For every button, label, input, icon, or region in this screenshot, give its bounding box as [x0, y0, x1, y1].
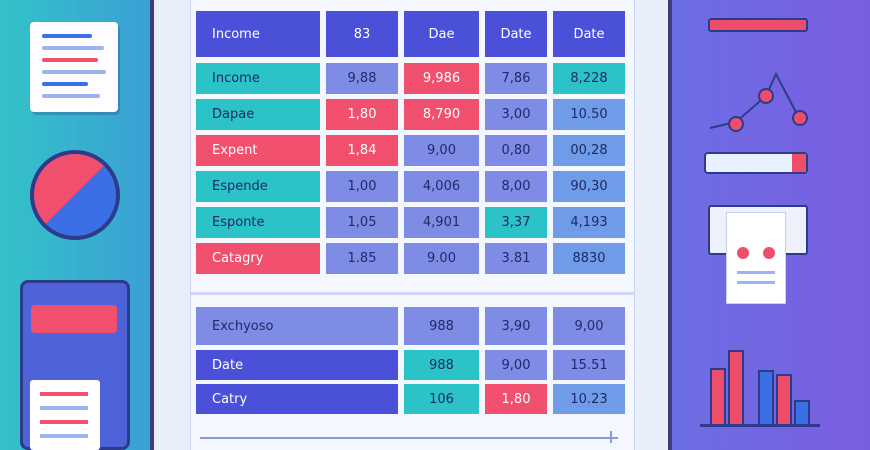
table-row-label[interactable]: Expent: [196, 135, 320, 166]
table-cell[interactable]: 4,193: [553, 207, 625, 238]
header-cell: Date: [485, 11, 547, 57]
table-cell[interactable]: 988: [404, 307, 479, 345]
table-cell[interactable]: 00,28: [553, 135, 625, 166]
table-cell[interactable]: 8830: [553, 243, 625, 274]
table-cell[interactable]: 1,80: [326, 99, 398, 130]
table-cell[interactable]: 1,00: [326, 171, 398, 202]
table-cell[interactable]: 1,84: [326, 135, 398, 166]
pencil-icon: [708, 18, 808, 32]
table-cell[interactable]: 9,00: [485, 350, 547, 380]
pie-chart-icon: [30, 150, 120, 240]
table-cell[interactable]: 8,228: [553, 63, 625, 94]
scroll-track[interactable]: [200, 437, 618, 439]
progress-bar-icon: [704, 152, 808, 174]
header-cell: Date: [553, 11, 625, 57]
checklist-note-icon: [30, 22, 118, 112]
table-row-label[interactable]: Income: [196, 63, 320, 94]
table-cell[interactable]: 3,00: [485, 99, 547, 130]
table-cell[interactable]: 3.81: [485, 243, 547, 274]
table-cell[interactable]: 9,00: [553, 307, 625, 345]
section-divider: [190, 292, 635, 295]
table-row-label[interactable]: Esponte: [196, 207, 320, 238]
table-row-label[interactable]: Catagry: [196, 243, 320, 274]
scroll-thumb[interactable]: [610, 431, 612, 443]
table-cell[interactable]: 3,37: [485, 207, 547, 238]
table-cell[interactable]: 9,88: [326, 63, 398, 94]
header-cell: 83: [326, 11, 398, 57]
table-cell[interactable]: 988: [404, 350, 479, 380]
table-cell[interactable]: 9,986: [404, 63, 479, 94]
table-cell[interactable]: 1,05: [326, 207, 398, 238]
receipt-icon: [726, 212, 786, 304]
table-cell[interactable]: 9,00: [404, 135, 479, 166]
table-cell[interactable]: 1,80: [485, 384, 547, 414]
table-cell[interactable]: 10.50: [553, 99, 625, 130]
table-cell[interactable]: 8,790: [404, 99, 479, 130]
table-row-label[interactable]: Date: [196, 350, 398, 380]
header-cell: Dae: [404, 11, 479, 57]
table-cell[interactable]: 1.85: [326, 243, 398, 274]
report-paper-icon: [30, 380, 100, 450]
table-row-label[interactable]: Espende: [196, 171, 320, 202]
table-row-label[interactable]: Dapae: [196, 99, 320, 130]
table-cell[interactable]: 90,30: [553, 171, 625, 202]
table-cell[interactable]: 10.23: [553, 384, 625, 414]
table-cell[interactable]: 3,90: [485, 307, 547, 345]
table-cell[interactable]: 4,006: [404, 171, 479, 202]
table-cell[interactable]: 8,00: [485, 171, 547, 202]
table-cell[interactable]: 0,80: [485, 135, 547, 166]
table-cell[interactable]: 106: [404, 384, 479, 414]
chart-axis-icon: [700, 424, 820, 427]
table-cell[interactable]: 9.00: [404, 243, 479, 274]
table-row-label[interactable]: Exchyoso: [196, 307, 398, 345]
table-row-label[interactable]: Catry: [196, 384, 398, 414]
header-cell: Income: [196, 11, 320, 57]
table-cell[interactable]: 7,86: [485, 63, 547, 94]
table-cell[interactable]: 4,901: [404, 207, 479, 238]
table-cell[interactable]: 15.51: [553, 350, 625, 380]
